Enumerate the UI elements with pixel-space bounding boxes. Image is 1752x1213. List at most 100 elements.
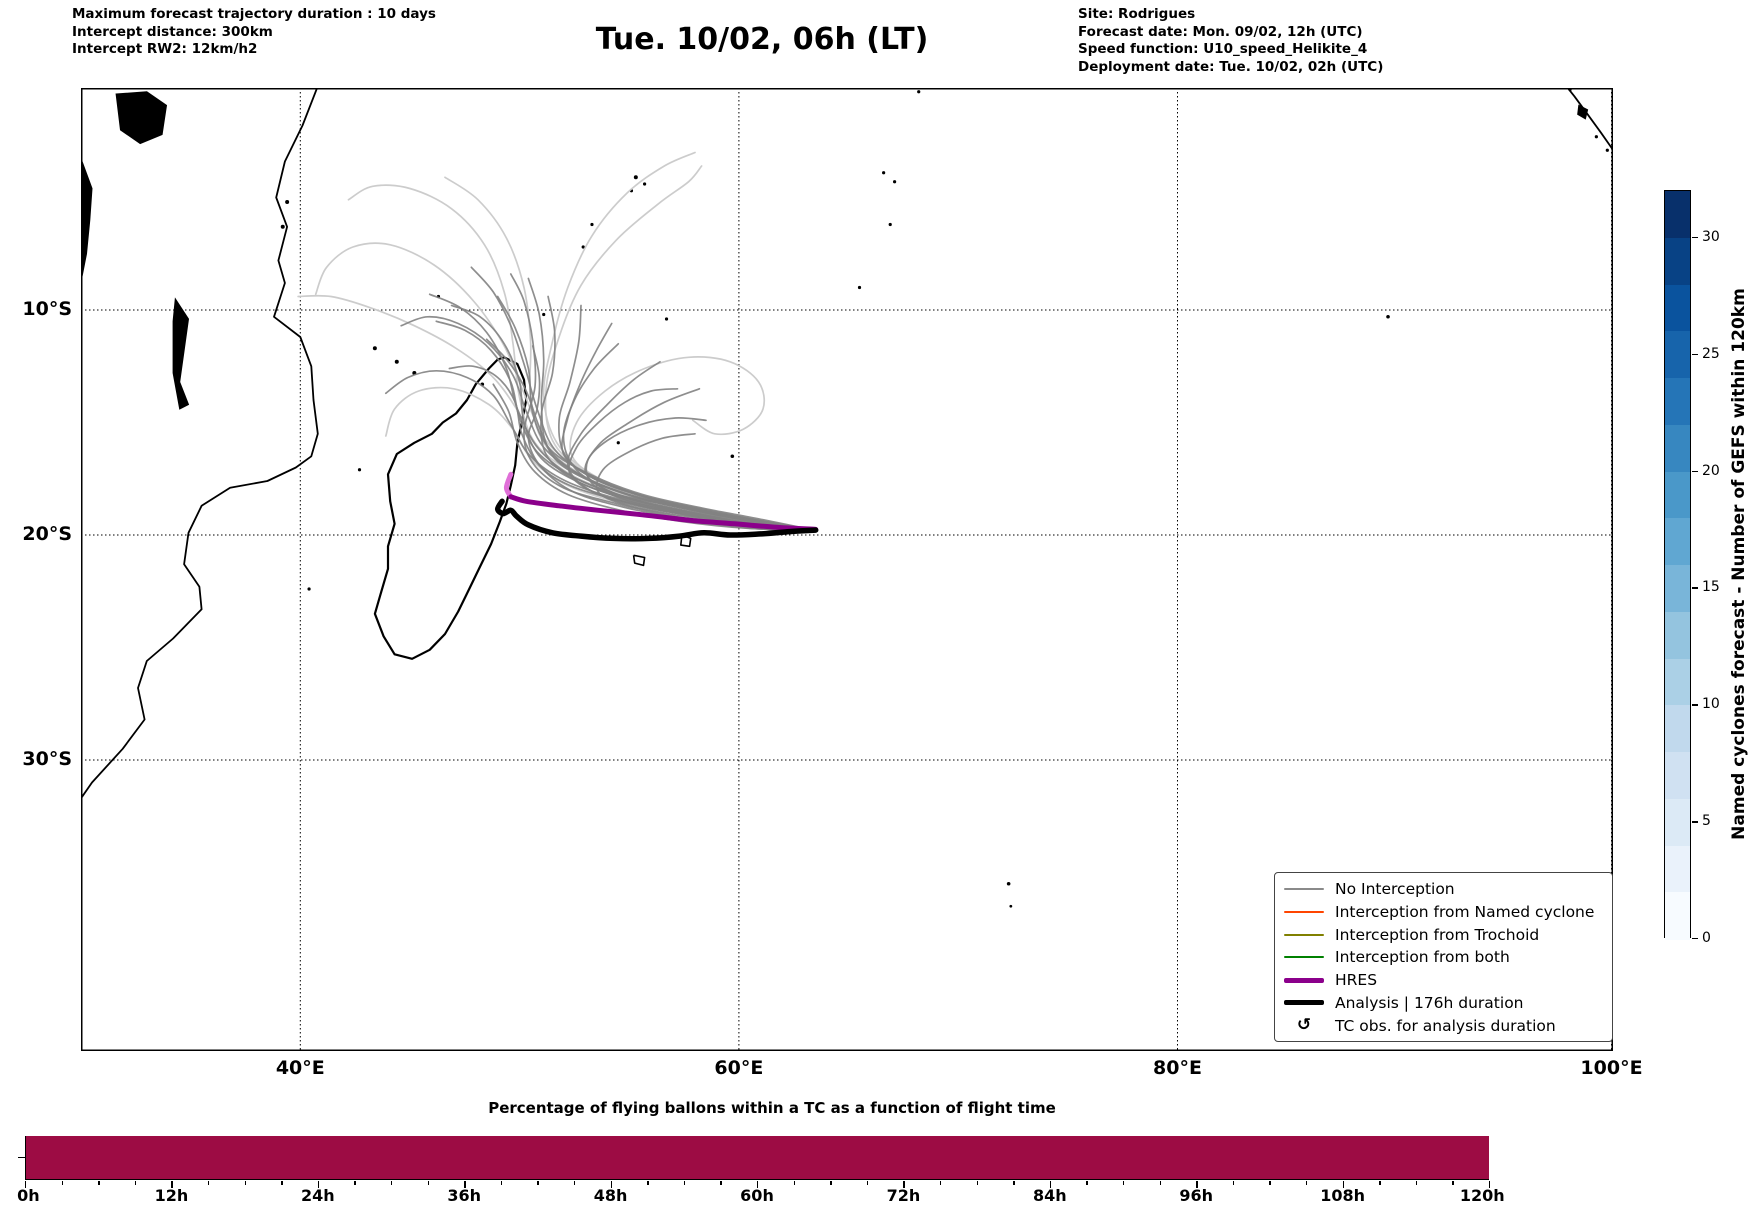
- island-dot: [590, 222, 594, 227]
- trajectory-no-interception: [470, 266, 817, 532]
- legend-row: Analysis | 176h duration: [1283, 992, 1604, 1014]
- island-dot: [307, 587, 311, 591]
- balloon-major-tick: [610, 1181, 612, 1188]
- legend-row: ↺ TC obs. for analysis duration: [1283, 1015, 1604, 1037]
- site-info-block: Site: Rodrigues Forecast date: Mon. 09/0…: [1078, 6, 1383, 76]
- balloon-major-tick: [1342, 1181, 1344, 1188]
- balloon-xtick-label: 0h: [17, 1186, 40, 1205]
- run-parameters-block: Maximum forecast trajectory duration : 1…: [72, 6, 436, 59]
- balloon-xtick-label: 72h: [886, 1186, 921, 1205]
- balloon-major-tick: [903, 1181, 905, 1188]
- balloon-major-tick: [464, 1181, 466, 1188]
- island-dot: [917, 90, 921, 94]
- colorbar-segment: [1665, 752, 1690, 800]
- colorbar-segment: [1665, 331, 1690, 379]
- colorbar-tick: [1692, 704, 1698, 706]
- balloon-minor-tick: [866, 1181, 869, 1185]
- balloon-bar: [26, 1136, 1489, 1179]
- balloon-minor-tick: [244, 1181, 246, 1185]
- colorbar-segment: [1665, 378, 1690, 426]
- island-dot: [1605, 148, 1609, 152]
- balloon-major-tick: [317, 1181, 320, 1188]
- deployment-date-text: Deployment date: Tue. 10/02, 02h (UTC): [1078, 58, 1384, 75]
- legend-label: HRES: [1335, 971, 1378, 990]
- legend-label: TC obs. for analysis duration: [1335, 1016, 1556, 1035]
- balloon-minor-tick: [683, 1181, 686, 1185]
- island-dot: [633, 175, 638, 180]
- forecast-date-text: Forecast date: Mon. 09/02, 12h (UTC): [1078, 23, 1363, 40]
- island-dot: [1009, 904, 1013, 908]
- colorbar-tick: [1692, 587, 1698, 589]
- intercept-distance-text: Intercept distance: 300km: [72, 23, 273, 40]
- island-dot: [394, 359, 399, 364]
- map-xtick-label: 40°E: [275, 1057, 325, 1079]
- island-dot: [542, 312, 546, 317]
- balloon-xtick-label: 108h: [1320, 1186, 1365, 1205]
- island-dot: [372, 346, 377, 351]
- balloon-minor-tick: [1306, 1181, 1308, 1185]
- island-dot: [357, 468, 362, 472]
- legend-line: [1284, 1000, 1324, 1006]
- balloon-minor-tick: [976, 1181, 978, 1185]
- balloon-minor-tick: [134, 1181, 137, 1185]
- colorbar-segment: [1665, 284, 1690, 332]
- legend-line: [1284, 933, 1324, 936]
- map-xtick-label: 100°E: [1580, 1057, 1643, 1079]
- colorbar-segment: [1665, 892, 1690, 940]
- legend-line-swatch: [1283, 1000, 1325, 1006]
- balloon-minor-tick: [281, 1181, 283, 1185]
- balloon-major-tick: [1489, 1181, 1491, 1188]
- colorbar-segment: [1665, 565, 1690, 613]
- map-ytick-label: 20°S: [22, 523, 72, 545]
- balloon-major-tick: [25, 1181, 27, 1188]
- max-duration-text: Maximum forecast trajectory duration : 1…: [72, 6, 436, 22]
- balloon-xtick-label: 84h: [1032, 1186, 1067, 1205]
- island-dot: [888, 222, 892, 227]
- island-dot: [730, 454, 735, 459]
- island-dot: [1386, 314, 1390, 319]
- legend-label: Interception from both: [1335, 948, 1510, 967]
- trajectory-map: [81, 88, 1613, 1051]
- balloon-minor-tick: [1269, 1181, 1271, 1185]
- balloon-xtick-label: 36h: [447, 1186, 482, 1205]
- balloon-minor-tick: [98, 1181, 100, 1185]
- legend-line-swatch: [1283, 977, 1325, 983]
- island-dot: [643, 182, 647, 186]
- balloon-minor-tick: [830, 1181, 832, 1185]
- balloon-xtick-label: 120h: [1459, 1186, 1505, 1205]
- island-dot: [280, 224, 285, 229]
- balloon-minor-tick: [647, 1181, 649, 1185]
- legend-row: Interception from both: [1283, 946, 1604, 968]
- island-dot: [882, 171, 886, 175]
- speed-function-text: Speed function: U10_speed_Helikite_4: [1078, 41, 1368, 57]
- colorbar-tick-label: 15: [1702, 579, 1720, 596]
- map-ytick-label: 10°S: [22, 298, 72, 320]
- island-dot: [857, 285, 862, 290]
- map-xtick-label: 80°E: [1153, 1057, 1202, 1079]
- lake-tanganyika: [81, 161, 93, 277]
- balloon-minor-tick: [1415, 1181, 1418, 1185]
- legend-line-swatch: [1283, 933, 1325, 936]
- legend-row: No Interception: [1283, 878, 1604, 900]
- legend-label: Interception from Trochoid: [1335, 925, 1540, 944]
- trajectory-analysis-176h-duration: [494, 498, 819, 542]
- balloon-minor-tick: [1013, 1181, 1015, 1185]
- balloon-minor-tick: [427, 1181, 429, 1185]
- island-dot: [616, 441, 620, 445]
- island-dot: [893, 180, 897, 184]
- colorbar-segment: [1665, 611, 1690, 659]
- counterclockwise-arrow-icon: ↺: [1296, 1015, 1312, 1036]
- legend-line: [1284, 911, 1324, 914]
- colorbar-segment: [1665, 518, 1690, 566]
- gefs-colorbar: [1664, 190, 1691, 940]
- colorbar-tick: [1692, 470, 1698, 472]
- reunion: [632, 554, 646, 567]
- legend-line: [1284, 956, 1324, 959]
- intercept-rw2-text: Intercept RW2: 12km/h2: [72, 41, 258, 57]
- lake-malawi: [172, 297, 190, 410]
- madagascar: [373, 356, 528, 660]
- colorbar-tick: [1692, 938, 1698, 940]
- nias-island: [1577, 104, 1589, 120]
- island-dot: [1006, 881, 1011, 886]
- colorbar-tick-label: 30: [1702, 228, 1720, 245]
